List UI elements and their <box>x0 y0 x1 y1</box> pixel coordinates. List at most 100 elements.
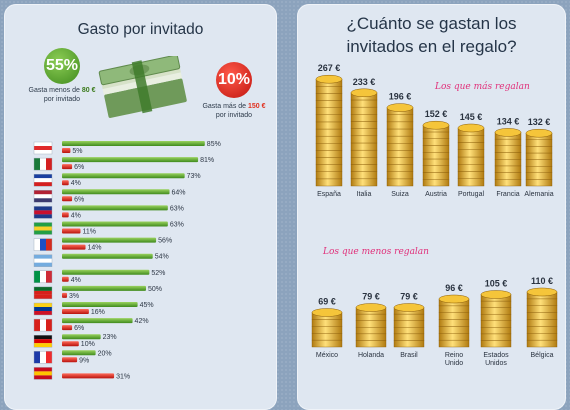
green-bar <box>62 141 205 146</box>
coin-value-label: 105 € <box>485 279 508 289</box>
red-value-label: 3% <box>69 293 79 300</box>
red-value-label: 9% <box>79 357 89 364</box>
country-label: Austria <box>425 191 447 198</box>
coin-stack <box>315 74 343 187</box>
red-bar <box>62 196 73 202</box>
coin-value-label: 134 € <box>497 116 520 126</box>
coin-value-label: 132 € <box>528 117 551 127</box>
coin-value-label: 79 € <box>400 292 418 302</box>
coin-stack <box>311 308 343 348</box>
green-bar <box>62 285 146 291</box>
red-bar <box>62 148 71 153</box>
green-bar <box>62 189 170 195</box>
red-value-label: 16% <box>91 309 105 316</box>
country-label: Italia <box>357 191 372 198</box>
country-label: Portugal <box>458 191 485 198</box>
coin-value-label: 110 € <box>531 276 553 286</box>
coin-stack <box>525 128 553 187</box>
green-value-label: 81% <box>200 157 214 164</box>
country-label: Suiza <box>391 191 409 198</box>
left-panel: Gasto por invitado 55% Gasta menos de 80… <box>4 4 277 410</box>
green-caption: Gasta menos de 80 € por invitado <box>28 87 96 103</box>
green-bar <box>62 205 168 211</box>
green-value-label: 23% <box>103 334 117 341</box>
red-bar <box>62 244 86 250</box>
flag-brasil <box>33 222 53 235</box>
red-percent-badge: 10% <box>216 62 252 98</box>
coin-value-label: 152 € <box>425 109 448 119</box>
coin-stack <box>350 88 378 187</box>
flag-rusia <box>33 238 53 251</box>
country-label: Unido <box>445 360 463 367</box>
red-value-label: 5% <box>72 148 82 155</box>
coin-stack <box>457 123 485 187</box>
red-bar <box>62 341 79 347</box>
coin-stack <box>526 287 558 348</box>
red-bar <box>62 164 73 170</box>
coin-value-label: 96 € <box>445 283 463 293</box>
red-value-label: 4% <box>71 212 81 219</box>
coin-value-label: 69 € <box>318 297 336 307</box>
coin-stack <box>480 290 512 348</box>
green-value-label: 45% <box>140 302 154 309</box>
country-label: Alemania <box>524 191 553 198</box>
spend-per-guest-chart: 85% 5% 81% 6% 73% 4% 64% 6% 63% 4% 63% 11% 56% 14% 54%… <box>33 141 221 380</box>
country-label: Bélgica <box>531 352 554 359</box>
left-title: Gasto por invitado <box>77 21 204 38</box>
flag-polonia <box>33 141 53 155</box>
flag-italia <box>33 270 53 283</box>
country-label: Reino <box>445 352 463 359</box>
green-value-label: 42% <box>135 318 149 325</box>
green-bar <box>62 318 133 324</box>
green-percent-badge: 55% <box>44 48 80 84</box>
red-value-label: 10% <box>81 341 95 348</box>
red-value-label: 6% <box>74 164 84 171</box>
right-panel: ¿Cuánto se gastan los invitados en el reg… <box>297 4 566 410</box>
money-stack-icon <box>98 56 187 118</box>
flag-méxico <box>33 157 53 171</box>
red-bar <box>62 357 78 363</box>
red-bar <box>62 180 69 186</box>
flag-suiza <box>33 318 53 332</box>
flag-colombia <box>33 302 53 316</box>
green-bar <box>62 157 199 163</box>
red-value-label: 6% <box>74 196 84 203</box>
country-label: Holanda <box>358 352 384 359</box>
country-label: Unidos <box>485 360 507 367</box>
green-value-label: 85% <box>207 141 221 148</box>
red-bar <box>62 309 89 314</box>
green-bar <box>62 237 157 243</box>
red-value-label: 6% <box>74 325 84 332</box>
flag-estados-unidos <box>33 190 53 203</box>
flag-francia <box>33 351 53 364</box>
coin-stack <box>494 128 522 187</box>
green-bar <box>62 221 168 227</box>
coin-value-label: 79 € <box>362 292 380 302</box>
green-value-label: 73% <box>187 173 201 180</box>
flag-chile <box>33 173 53 187</box>
green-value-label: 64% <box>172 189 186 196</box>
green-value-label: 52% <box>151 270 165 277</box>
green-bar <box>62 173 185 179</box>
country-label: Brasil <box>400 352 418 359</box>
green-bar <box>62 350 96 356</box>
red-caption: Gasta más de 150 € por invitado <box>202 103 266 119</box>
red-bar <box>62 292 68 298</box>
green-value-label: 20% <box>98 350 112 357</box>
flag-argentina <box>33 254 53 267</box>
coin-value-label: 267 € <box>318 63 341 73</box>
country-label: Francia <box>496 191 519 198</box>
coin-value-label: 145 € <box>460 112 483 122</box>
coin-stack <box>355 303 387 348</box>
coin-stack <box>393 303 425 348</box>
flag-portugal <box>33 286 53 300</box>
red-value-label: 14% <box>88 245 102 252</box>
right-title: ¿Cuánto se gastan los invitados en el reg… <box>346 14 517 56</box>
red-bar <box>62 276 69 282</box>
note-low-givers: Los que menos regalan <box>323 247 429 257</box>
green-bar <box>62 302 138 307</box>
green-bar <box>62 253 153 259</box>
flag-reino-unido <box>33 206 53 219</box>
green-value-label: 56% <box>158 238 172 245</box>
country-label: Estados <box>483 352 509 359</box>
